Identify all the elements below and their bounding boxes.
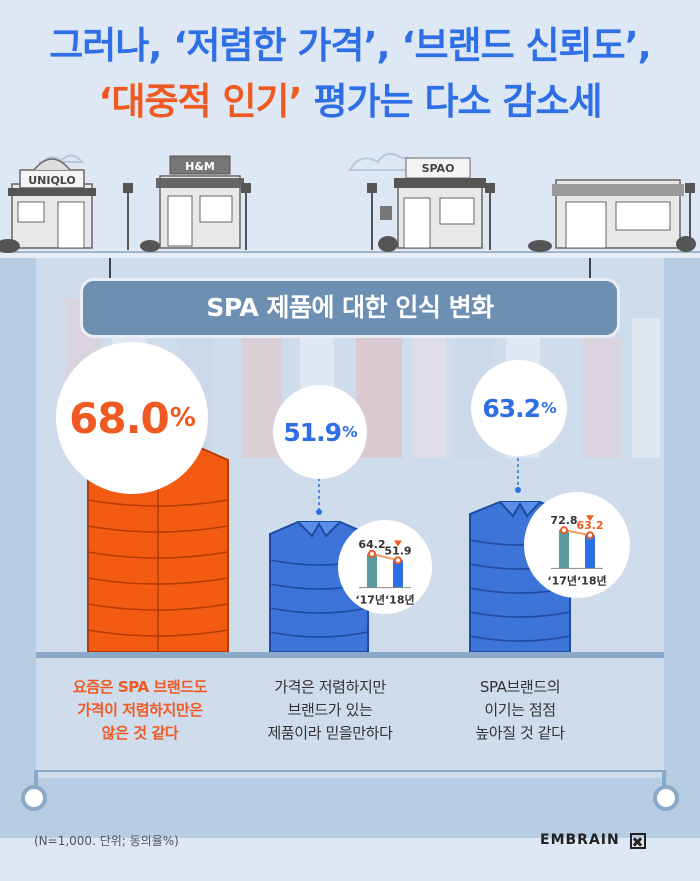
- mini-bar-2: [585, 535, 595, 569]
- mini-trend-line: [371, 552, 399, 562]
- mini-value-label-2: 63.2: [576, 519, 603, 532]
- brand-logo: EMBRAIN ✖: [540, 832, 646, 851]
- headline-line1: 그러나, ‘저렴한 가격’, ‘브랜드 신뢰도’,: [49, 24, 651, 67]
- mini-trend-line: [563, 529, 591, 537]
- rack-wheels: [21, 770, 679, 811]
- brand-logo-text: EMBRAIN: [540, 832, 620, 848]
- headline: 그러나, ‘저렴한 가격’, ‘브랜드 신뢰도’, ‘대중적 인기’ 평가는 다…: [0, 18, 700, 130]
- store-sign-hm: H&M: [185, 160, 215, 173]
- logo-mark-icon: ✖: [629, 833, 646, 851]
- store-unnamed: [552, 179, 684, 249]
- chart-title: SPA 제품에 대한 인식 변화: [80, 278, 620, 338]
- mini-point-2: [586, 531, 594, 540]
- caption-3: SPA브랜드의 이기는 점점 높아질 것 같다: [475, 678, 565, 742]
- bubble-connectors: [318, 458, 519, 510]
- bush-icon: [0, 236, 696, 253]
- store-sign-uniqlo: UNIQLO: [28, 174, 76, 187]
- mini-chart-1: 64.251.9 ‘17년‘18년: [355, 538, 414, 607]
- mini-category-labels: ‘17년‘18년: [547, 573, 606, 587]
- mini-bar-2: [393, 560, 403, 588]
- mini-bar-1: [559, 530, 569, 569]
- connector-dot: [515, 487, 521, 493]
- mini-point-1: [368, 549, 376, 558]
- mini-value-label-1: 64.2: [358, 538, 385, 551]
- unit-2: %: [342, 423, 358, 441]
- mini-point-2: [394, 556, 402, 565]
- unit-3: %: [541, 399, 557, 417]
- street-scene: UNIQLO H&M SPAO: [0, 152, 700, 260]
- headline-line2: ‘대중적 인기’ 평가는 다소 감소세: [0, 74, 700, 130]
- value-2: 51.9: [283, 417, 342, 447]
- unit-1: %: [169, 403, 196, 433]
- wheel-icon: [21, 785, 47, 811]
- headline-line2-rest: 평가는 다소 감소세: [301, 80, 602, 123]
- store-uniqlo: [8, 158, 96, 249]
- connector-dot: [316, 509, 322, 515]
- street-lamp-icon: [123, 183, 695, 250]
- shelf: [36, 652, 664, 658]
- down-arrow-icon: [586, 515, 594, 522]
- mini-value-label-2: 51.9: [384, 544, 411, 557]
- caption-1: 요즘은 SPA 브랜드도 가격이 저렴하지만은 않은 것 같다: [72, 678, 208, 742]
- caption-2: 가격은 저렴하지만 브랜드가 있는 제품이라 믿을만하다: [267, 678, 393, 742]
- footnote: (N=1,000. 단위; 동의율%): [34, 834, 179, 848]
- store-hm: [156, 155, 244, 249]
- value-1: 68.0: [69, 393, 170, 443]
- store-spao: [380, 157, 486, 249]
- mini-category-labels: ‘17년‘18년: [355, 593, 414, 607]
- mini-chart-bubble-1: [338, 520, 432, 614]
- value-bubble-1: 68.0%: [56, 342, 208, 494]
- store-sign-spao: SPAO: [422, 162, 455, 175]
- mini-point-1: [560, 526, 568, 535]
- value-3: 63.2: [482, 393, 541, 423]
- value-bubble-3: 63.2%: [471, 360, 567, 456]
- mini-chart-bubble-2: [524, 492, 630, 598]
- down-arrow-icon: [394, 540, 402, 547]
- wheel-icon: [653, 785, 679, 811]
- headline-line2-highlight: ‘대중적 인기’: [98, 80, 302, 123]
- mini-value-label-1: 72.8: [550, 514, 577, 527]
- mini-bar-1: [367, 553, 377, 588]
- value-bubble-2: 51.9%: [273, 385, 367, 479]
- mini-chart-2: 72.863.2 ‘17년‘18년: [547, 514, 606, 587]
